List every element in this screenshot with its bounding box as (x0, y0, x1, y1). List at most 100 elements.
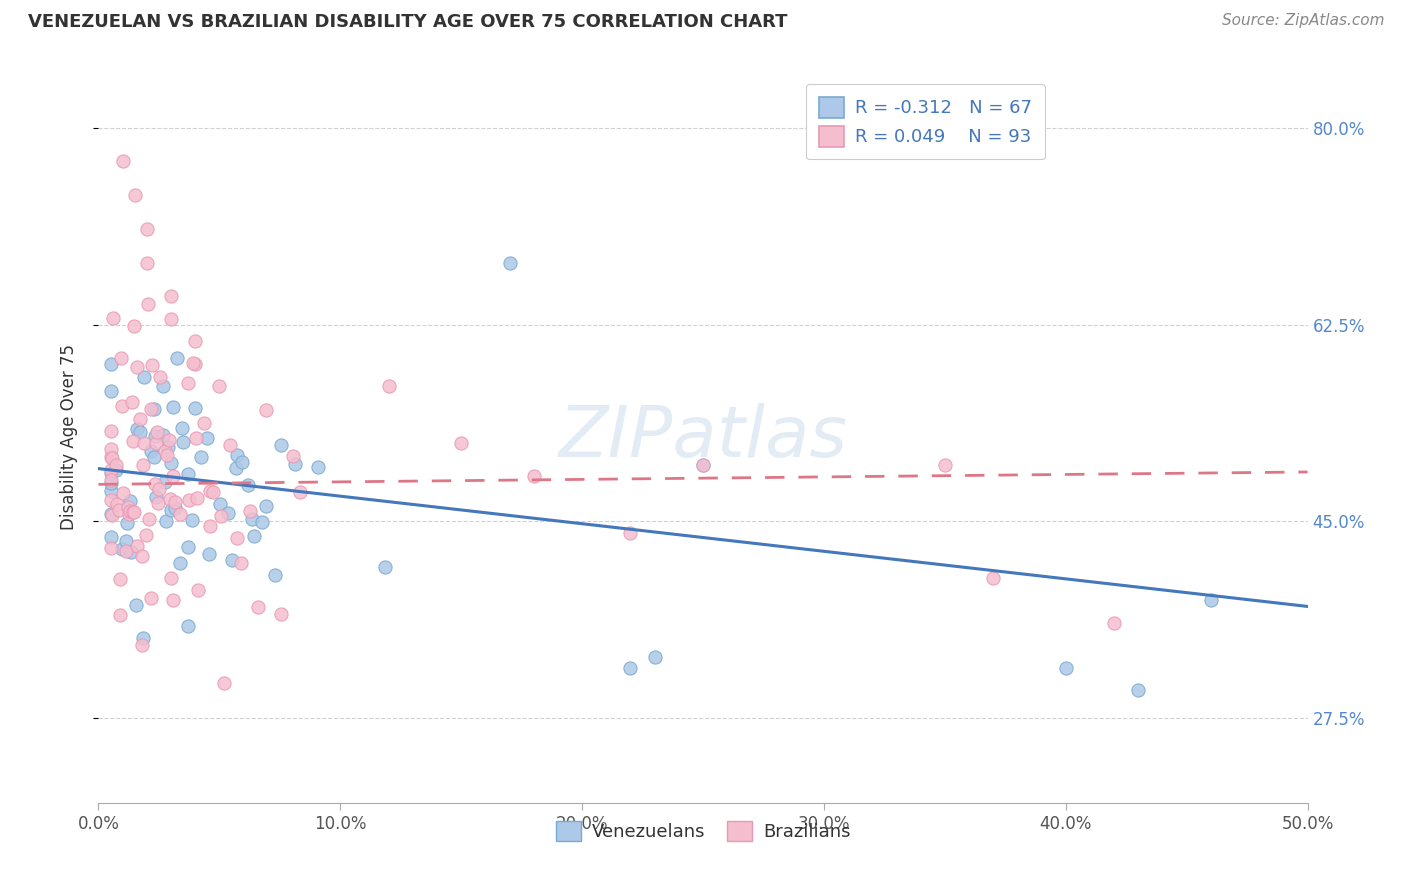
Point (172, 421, 194, 435)
Point (217, 506, 239, 520)
Point (107, 497, 129, 511)
Point (1199, 593, 1222, 607)
Point (184, 357, 207, 371)
Point (141, 358, 163, 372)
Point (111, 486, 134, 500)
Point (104, 463, 127, 477)
Point (177, 619, 200, 633)
Point (226, 449, 249, 463)
Point (100, 463, 122, 477)
Point (307, 459, 329, 474)
Point (208, 379, 231, 393)
Point (127, 539, 149, 553)
Point (121, 434, 143, 449)
Point (177, 493, 200, 508)
Point (118, 507, 141, 521)
Point (138, 512, 160, 526)
Point (143, 429, 166, 443)
Point (177, 540, 200, 554)
Point (146, 496, 169, 510)
Point (122, 504, 145, 518)
Point (181, 356, 204, 370)
Point (288, 484, 311, 499)
Point (225, 531, 247, 545)
Point (117, 500, 139, 514)
Point (111, 400, 134, 414)
Point (160, 289, 183, 303)
Point (184, 334, 207, 349)
Point (692, 458, 714, 473)
Point (145, 490, 167, 504)
Point (190, 450, 212, 464)
Point (221, 553, 243, 567)
Point (202, 485, 225, 500)
Point (152, 428, 174, 442)
Point (163, 500, 186, 515)
Point (450, 435, 472, 450)
Point (100, 450, 122, 464)
Point (128, 425, 150, 440)
Point (100, 493, 122, 508)
Point (110, 351, 132, 365)
Point (148, 482, 170, 496)
Point (239, 504, 262, 518)
Point (193, 416, 215, 430)
Point (105, 458, 128, 472)
Point (1054, 661, 1077, 675)
Point (181, 513, 204, 527)
Point (135, 222, 157, 236)
Point (219, 438, 242, 452)
Point (377, 379, 399, 393)
Point (111, 541, 134, 556)
Point (100, 508, 122, 522)
Point (254, 499, 277, 513)
Point (198, 484, 221, 499)
Point (498, 255, 520, 269)
Point (177, 376, 200, 390)
Legend: Venezuelans, Brazilians: Venezuelans, Brazilians (548, 814, 858, 848)
Point (103, 310, 125, 325)
Point (156, 448, 179, 462)
Point (100, 473, 122, 487)
Point (121, 394, 143, 409)
Point (149, 369, 172, 384)
Point (100, 484, 122, 499)
Point (100, 357, 122, 371)
Point (139, 444, 162, 458)
Point (186, 491, 208, 505)
Point (243, 529, 266, 543)
Point (177, 467, 200, 482)
Point (115, 533, 138, 548)
Point (115, 544, 138, 558)
Point (122, 318, 145, 333)
Point (183, 401, 205, 415)
Point (155, 514, 177, 528)
Point (195, 431, 218, 445)
Point (157, 440, 180, 454)
Point (142, 450, 165, 465)
Point (692, 458, 714, 473)
Point (143, 401, 166, 416)
Point (141, 591, 163, 605)
Point (240, 512, 263, 526)
Point (124, 188, 146, 202)
Point (157, 434, 180, 448)
Point (198, 547, 221, 561)
Point (619, 661, 641, 675)
Point (135, 528, 157, 542)
Point (118, 504, 141, 518)
Point (209, 509, 232, 524)
Point (523, 469, 546, 483)
Point (122, 505, 145, 519)
Point (111, 154, 134, 169)
Point (172, 435, 194, 450)
Point (132, 370, 155, 384)
Point (127, 359, 149, 374)
Point (100, 442, 122, 457)
Point (100, 424, 122, 438)
Point (138, 297, 160, 311)
Point (129, 412, 152, 426)
Point (187, 582, 209, 597)
Point (236, 477, 259, 491)
Point (619, 525, 641, 540)
